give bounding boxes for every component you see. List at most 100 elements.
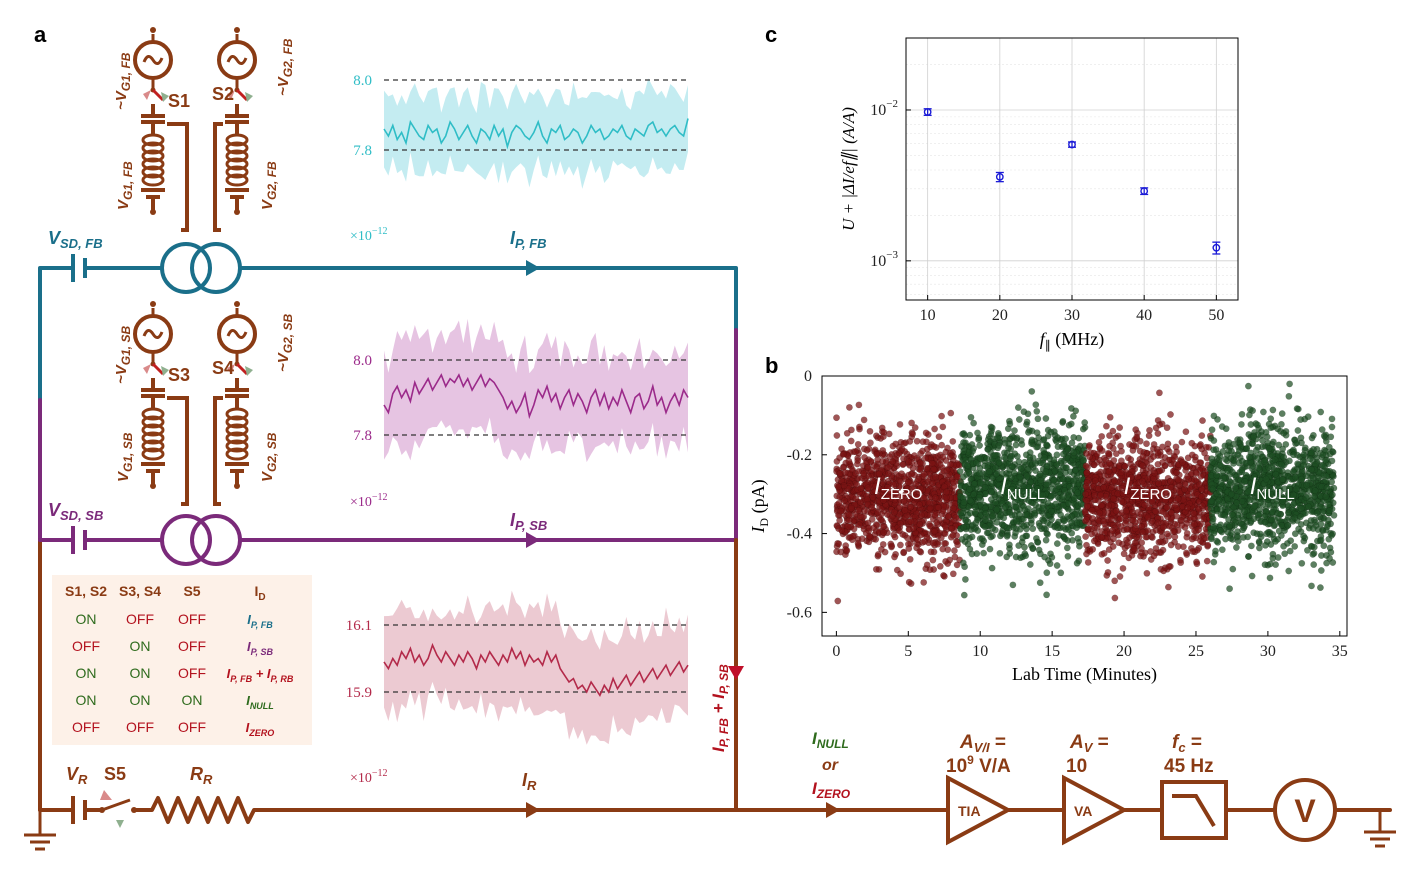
inset-tick-lower: 7.8 [353, 428, 372, 444]
b-data-point [1000, 522, 1008, 530]
b-data-point [1247, 421, 1255, 428]
inset-trace-line [383, 118, 689, 150]
b-data-point [1002, 503, 1009, 511]
b-data-point [1323, 484, 1331, 492]
b-data-point [845, 511, 853, 519]
vg1-sb-gate-label: VG1, SB [115, 432, 135, 482]
b-data-point [1032, 459, 1040, 467]
table-cell: OFF [72, 719, 100, 735]
inset-tick-lower: 7.8 [353, 143, 372, 159]
b-data-point [1317, 567, 1325, 574]
b-data-point [1019, 534, 1027, 542]
b-data-point [1128, 551, 1136, 559]
tia-gain-label: AV/I = [959, 732, 1006, 755]
b-data-point [944, 444, 951, 452]
b-data-point [909, 430, 917, 438]
b-data-point [1154, 449, 1162, 456]
b-data-point [1165, 563, 1173, 570]
b-data-point [988, 424, 996, 432]
vsd-fb-label: VSD, FB [48, 228, 103, 251]
inset-error-band [384, 78, 688, 189]
table-row: ON ON OFF IP, FB + IP, RB [76, 665, 294, 684]
gate-switch-icon[interactable] [143, 361, 169, 377]
b-data-point [1300, 451, 1308, 459]
b-data-point [1210, 437, 1218, 444]
b-data-point [1163, 424, 1171, 432]
b-data-point [1326, 555, 1334, 562]
b-x-tick-label: 0 [832, 643, 840, 660]
b-data-point [1269, 531, 1277, 538]
b-data-point [856, 423, 863, 431]
b-data-point [1284, 521, 1292, 529]
b-data-point [921, 538, 928, 545]
b-data-point [1290, 451, 1297, 459]
b-data-point [1174, 543, 1182, 550]
b-data-point [1105, 502, 1112, 510]
b-data-point [873, 450, 881, 458]
b-data-point [1217, 527, 1225, 535]
b-data-point [1043, 569, 1051, 577]
b-data-point [1218, 546, 1226, 554]
b-data-point [1308, 466, 1315, 473]
b-data-point [917, 459, 924, 467]
b-data-point [1050, 476, 1058, 484]
table-cell: OFF [178, 611, 206, 627]
c-data-point [923, 108, 932, 116]
gate-switch-icon[interactable] [227, 361, 253, 377]
b-data-point [835, 483, 842, 491]
b-data-point [991, 451, 999, 459]
gate-capacitor-coil-icon [213, 104, 249, 232]
b-data-point [939, 423, 947, 431]
b-data-point [1308, 449, 1316, 457]
b-data-point [1274, 554, 1282, 561]
b-data-point [1297, 434, 1305, 442]
s5-switch-icon[interactable] [99, 790, 137, 828]
b-data-point [1213, 471, 1221, 479]
b-data-point [906, 437, 914, 445]
b-data-point [1228, 511, 1236, 519]
b-data-point [945, 513, 952, 520]
b-data-point [1177, 559, 1185, 566]
b-data-point [910, 524, 917, 532]
b-data-point [1203, 557, 1211, 565]
sum-current-arrow-icon [728, 666, 744, 680]
b-data-point [976, 454, 984, 462]
b-data-point [866, 532, 873, 540]
inset-sb: 8.07.8×10−12 [350, 318, 689, 510]
b-data-point [943, 488, 950, 496]
b-data-point [952, 514, 960, 521]
b-data-point [1072, 407, 1080, 415]
b-y-tick-label: -0.2 [787, 447, 812, 464]
b-data-point [833, 432, 841, 439]
b-data-point [1156, 389, 1163, 397]
b-data-point [1308, 582, 1315, 590]
b-data-point [939, 545, 947, 553]
b-data-point [863, 446, 871, 454]
b-data-point [1167, 477, 1175, 485]
b-data-point [897, 541, 904, 549]
b-data-point [1241, 478, 1249, 485]
b-data-point [1262, 541, 1269, 549]
b-data-point [947, 409, 955, 417]
table-cell-id: IP, FB + IP, RB [227, 666, 294, 684]
b-data-point [1073, 559, 1081, 567]
b-data-point [906, 555, 914, 563]
output-null-label: INULL [812, 729, 849, 751]
b-data-point [1055, 482, 1063, 490]
b-data-point [898, 470, 905, 478]
b-data-point [1190, 509, 1198, 517]
b-data-point [942, 523, 949, 531]
b-data-point [1091, 491, 1098, 499]
b-data-point [1174, 495, 1182, 503]
ac-source-icon [133, 27, 173, 88]
b-data-point [1110, 495, 1118, 503]
b-data-point [1208, 497, 1216, 505]
gate-switch-icon[interactable] [143, 87, 169, 103]
b-data-point [1098, 432, 1106, 440]
b-data-point [1015, 416, 1023, 423]
b-data-point [931, 425, 938, 433]
b-data-point [1018, 440, 1026, 448]
b-data-point [1254, 511, 1262, 519]
gate-switch-icon[interactable] [227, 87, 253, 103]
